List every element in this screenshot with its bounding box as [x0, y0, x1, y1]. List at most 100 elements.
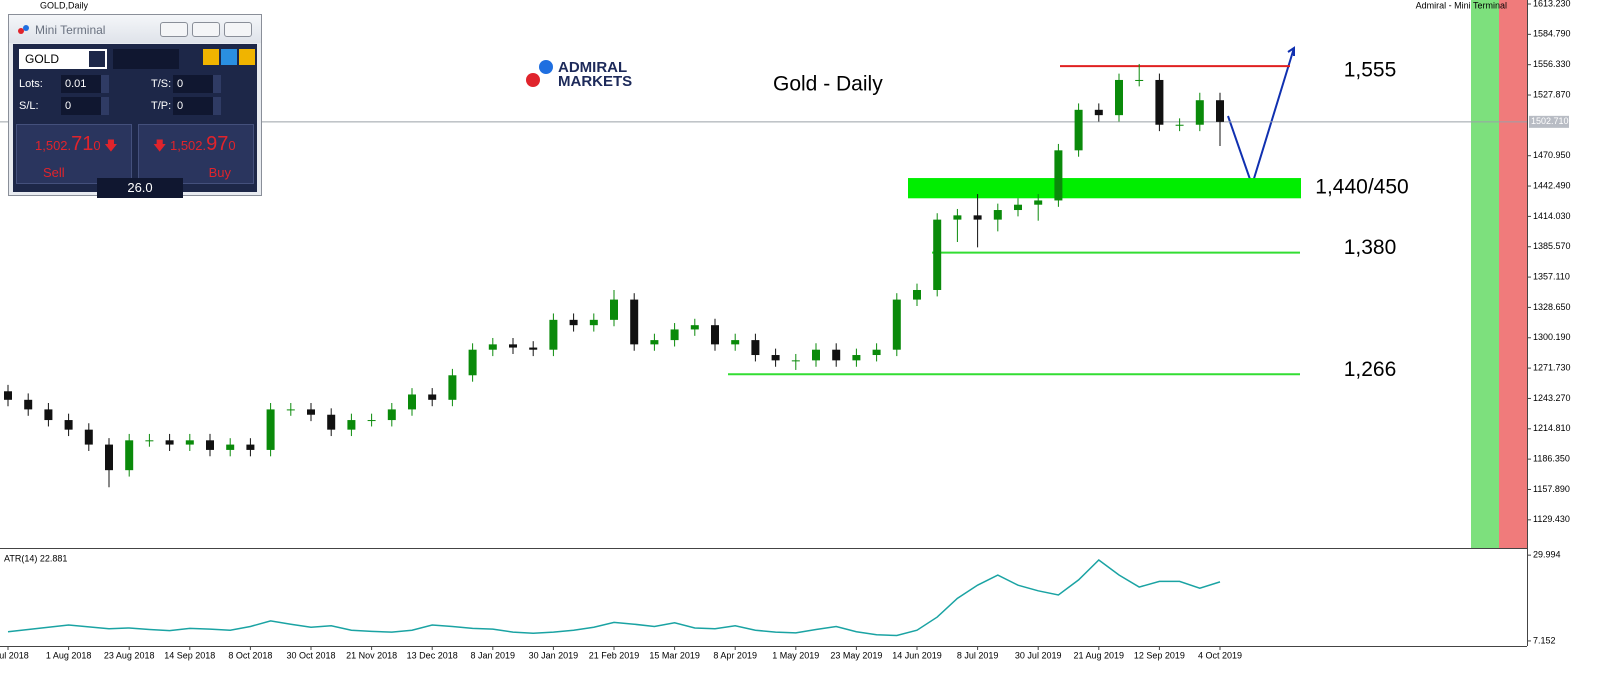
current-price-box	[1529, 115, 1569, 128]
price-lead: 1,502.	[169, 138, 207, 153]
minimize-button[interactable]	[160, 22, 188, 37]
candle-body	[1155, 79, 1164, 125]
y-tick-label: 1357.110	[1533, 271, 1570, 281]
level-label: 1,440/450	[1315, 176, 1408, 199]
tool-button[interactable]	[203, 49, 219, 65]
terminal-body: GOLD Lots: 0.01 T/S: 0 S/L: 0 T/P: 0 1,5…	[13, 44, 257, 198]
y-tick-label: 1584.790	[1533, 29, 1571, 39]
candle-body	[266, 409, 275, 450]
candle-body	[246, 444, 255, 450]
indicator-line	[7, 559, 1221, 637]
candle-body	[569, 319, 578, 326]
candle-body	[973, 215, 982, 220]
candle-body	[791, 360, 800, 362]
y-tick-label: 1527.870	[1533, 89, 1571, 99]
candle-body	[933, 219, 942, 290]
x-tick-label: 4 Oct 2019	[1198, 650, 1242, 660]
candle-body	[367, 420, 376, 422]
logo-dot-red	[526, 73, 540, 87]
terminal-tab[interactable]: Admiral - Mini Terminal	[1416, 0, 1507, 10]
close-button[interactable]	[224, 22, 252, 37]
spinner[interactable]	[101, 75, 109, 93]
field-label: S/L:	[19, 100, 39, 112]
candle-body	[1115, 79, 1123, 116]
x-tick-label: 1 May 2019	[772, 650, 819, 660]
settings-button[interactable]	[221, 49, 237, 65]
spread: 26.0	[97, 178, 183, 198]
buy-button[interactable]: 🡇 1,502.970 Buy	[138, 124, 254, 184]
x-tick-label: 30 Jul 2019	[1015, 650, 1062, 660]
candle-body	[650, 340, 659, 345]
candle-body	[993, 210, 1002, 220]
tool-button[interactable]	[239, 49, 255, 65]
spinner[interactable]	[213, 97, 221, 115]
candle-body	[892, 299, 901, 350]
candle-body	[670, 329, 679, 341]
x-tick-label: 8 Jan 2019	[471, 650, 516, 660]
candle-body	[610, 299, 618, 320]
forecast-arrowhead	[1287, 46, 1295, 56]
candle-body	[105, 444, 113, 471]
chart-tab[interactable]: GOLD,Daily	[40, 0, 89, 10]
price-lead: 1,502.	[35, 138, 72, 153]
x-tick-label: 23 May 2019	[830, 650, 882, 660]
level-label: 1,266	[1344, 358, 1397, 381]
x-tick-label: 14 Sep 2018	[164, 650, 215, 660]
candle-body	[1034, 200, 1043, 205]
candle-body	[307, 409, 315, 415]
ts-input[interactable]: 0	[173, 75, 213, 93]
candle-body	[1054, 150, 1063, 201]
maximize-button[interactable]	[192, 22, 220, 37]
logo-dot-blue	[539, 60, 553, 74]
field-label: Lots:	[19, 78, 43, 90]
sell-button[interactable]: 1,502.710 🡇 Sell	[16, 124, 132, 184]
x-tick-label: 8 Jul 2019	[957, 650, 999, 660]
y-tick-label: 1613.230	[1533, 0, 1571, 8]
y-tick-label: 1214.810	[1533, 423, 1571, 433]
y-tick-label: 7.152	[1533, 635, 1556, 645]
logo-text: ADMIRAL	[558, 59, 627, 76]
candle-body	[327, 414, 336, 430]
candle-body	[589, 319, 598, 326]
candle-body	[408, 394, 416, 410]
x-tick-label: 1 Aug 2018	[46, 650, 92, 660]
tp-input[interactable]: 0	[173, 97, 213, 115]
x-tick-label: 8 Apr 2019	[713, 650, 757, 660]
candle-body	[488, 344, 497, 350]
price-big: 97	[206, 133, 229, 155]
symbol-select[interactable]: GOLD	[19, 49, 107, 69]
candle-body	[468, 349, 477, 376]
candle-body	[1074, 109, 1083, 151]
candle-body	[1216, 100, 1224, 122]
forecast-path	[1227, 47, 1295, 189]
candle-body	[226, 444, 235, 450]
candle-body	[448, 375, 457, 400]
x-tick-label: 8 Oct 2018	[228, 650, 272, 660]
mini-terminal[interactable]: Mini Terminal GOLD Lots: 0.01 T/S: 0 S/L…	[8, 14, 262, 198]
x-tick-label: 30 Jan 2019	[529, 650, 579, 660]
y-tick-label: 1328.650	[1533, 302, 1571, 312]
spinner[interactable]	[101, 97, 109, 115]
candle-body	[529, 347, 538, 350]
sell-price: 1,502.710 🡇	[35, 133, 118, 155]
candle-body	[731, 340, 740, 345]
candle-body	[913, 289, 921, 300]
candle-body	[347, 420, 356, 430]
y-tick-label: 1129.430	[1533, 514, 1570, 524]
buy-price: 🡇 1,502.970	[153, 133, 236, 155]
window-title: Mini Terminal	[35, 23, 106, 37]
candle-body	[125, 440, 134, 471]
x-tick-label: 30 Oct 2018	[286, 650, 335, 660]
candle-body	[4, 391, 12, 400]
lots-input[interactable]: 0.01	[61, 75, 101, 93]
candle-body	[852, 355, 861, 361]
symbol-field	[113, 49, 179, 69]
price-tail: 0	[93, 138, 101, 153]
spinner[interactable]	[213, 75, 221, 93]
y-tick-label: 29.994	[1533, 550, 1561, 560]
candle-body	[711, 325, 719, 345]
x-tick-label: 23 Aug 2018	[104, 650, 155, 660]
signal-strip-red	[1499, 0, 1527, 548]
sl-input[interactable]: 0	[61, 97, 101, 115]
